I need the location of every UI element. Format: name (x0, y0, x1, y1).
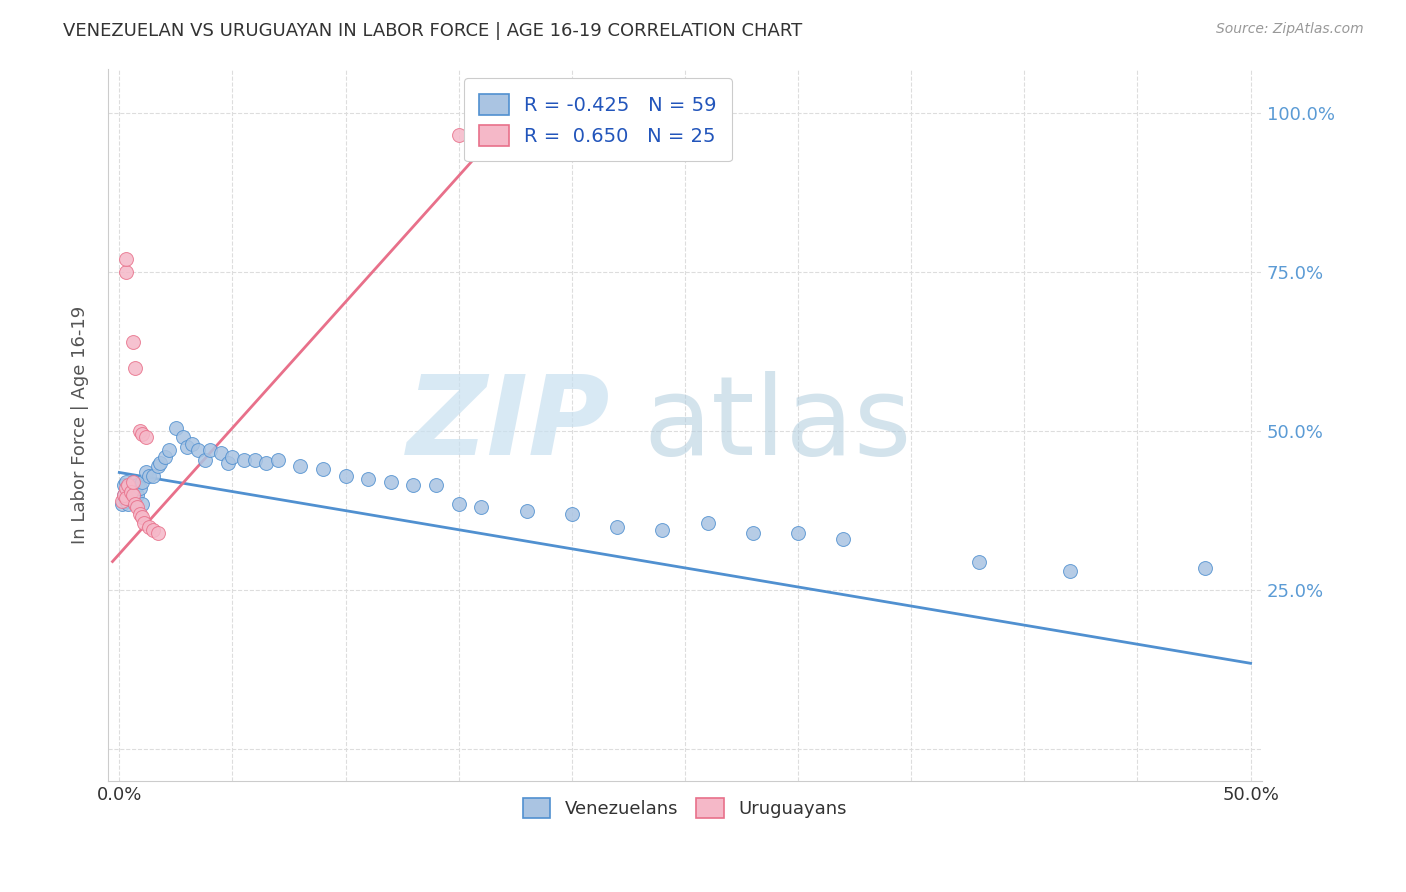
Text: Source: ZipAtlas.com: Source: ZipAtlas.com (1216, 22, 1364, 37)
Point (122, 475, 145, 489)
Point (165, 421, 187, 435)
Text: VENEZUELAN VS URUGUAYAN IN LABOR FORCE | AGE 16-19 CORRELATION CHART: VENEZUELAN VS URUGUAYAN IN LABOR FORCE |… (63, 22, 803, 40)
Point (120, 484, 142, 499)
Point (187, 443, 209, 458)
Point (128, 507, 150, 521)
Point (787, 525, 810, 540)
Point (447, 128, 470, 143)
Point (117, 497, 139, 511)
Point (470, 500, 492, 515)
Point (266, 452, 288, 467)
Point (967, 555, 990, 569)
Point (115, 482, 138, 496)
Point (124, 360, 146, 375)
Point (146, 459, 169, 474)
Point (357, 472, 380, 486)
Point (112, 478, 135, 492)
Point (153, 450, 176, 464)
Point (380, 475, 402, 489)
Point (110, 497, 132, 511)
Point (425, 478, 447, 492)
Point (120, 484, 142, 499)
Point (561, 507, 583, 521)
Point (606, 519, 628, 533)
Point (131, 510, 153, 524)
Point (470, 125, 492, 139)
Point (122, 334, 145, 349)
Point (1059, 564, 1081, 578)
Point (243, 452, 266, 467)
Point (312, 462, 335, 476)
Point (146, 525, 169, 540)
Point (115, 252, 138, 267)
Point (135, 466, 157, 480)
Point (134, 516, 156, 531)
Point (832, 533, 855, 547)
Point (172, 430, 194, 444)
Point (232, 452, 254, 467)
Point (115, 265, 138, 279)
Point (402, 478, 425, 492)
Point (142, 523, 165, 537)
Point (122, 482, 145, 496)
Text: atlas: atlas (643, 371, 911, 478)
Point (127, 488, 149, 502)
Point (180, 437, 202, 451)
Point (115, 491, 138, 505)
Point (290, 459, 312, 474)
Point (194, 452, 217, 467)
Point (122, 494, 145, 508)
Point (149, 456, 172, 470)
Point (138, 468, 160, 483)
Point (447, 497, 470, 511)
Point (115, 494, 138, 508)
Point (112, 488, 135, 502)
Point (120, 478, 142, 492)
Point (131, 427, 153, 442)
Point (221, 450, 243, 464)
Point (115, 475, 138, 489)
Point (741, 525, 763, 540)
Point (157, 443, 180, 458)
Point (209, 446, 232, 460)
Point (176, 440, 198, 454)
Point (138, 519, 160, 533)
Legend: Venezuelans, Uruguayans: Venezuelans, Uruguayans (516, 791, 853, 825)
Point (124, 475, 146, 489)
Point (696, 516, 718, 531)
Point (198, 443, 221, 458)
Point (128, 424, 150, 438)
Point (142, 468, 165, 483)
Point (117, 488, 139, 502)
Y-axis label: In Labor Force | Age 16-19: In Labor Force | Age 16-19 (72, 306, 89, 544)
Point (124, 491, 146, 505)
Point (131, 497, 153, 511)
Point (335, 468, 357, 483)
Point (127, 500, 149, 515)
Point (651, 523, 673, 537)
Point (112, 488, 135, 502)
Point (516, 503, 538, 517)
Point (122, 488, 145, 502)
Point (254, 456, 277, 470)
Point (135, 430, 157, 444)
Point (1194, 561, 1216, 575)
Point (117, 478, 139, 492)
Point (127, 478, 149, 492)
Point (131, 475, 153, 489)
Point (110, 494, 132, 508)
Point (124, 497, 146, 511)
Point (217, 456, 239, 470)
Point (128, 482, 150, 496)
Text: ZIP: ZIP (406, 371, 610, 478)
